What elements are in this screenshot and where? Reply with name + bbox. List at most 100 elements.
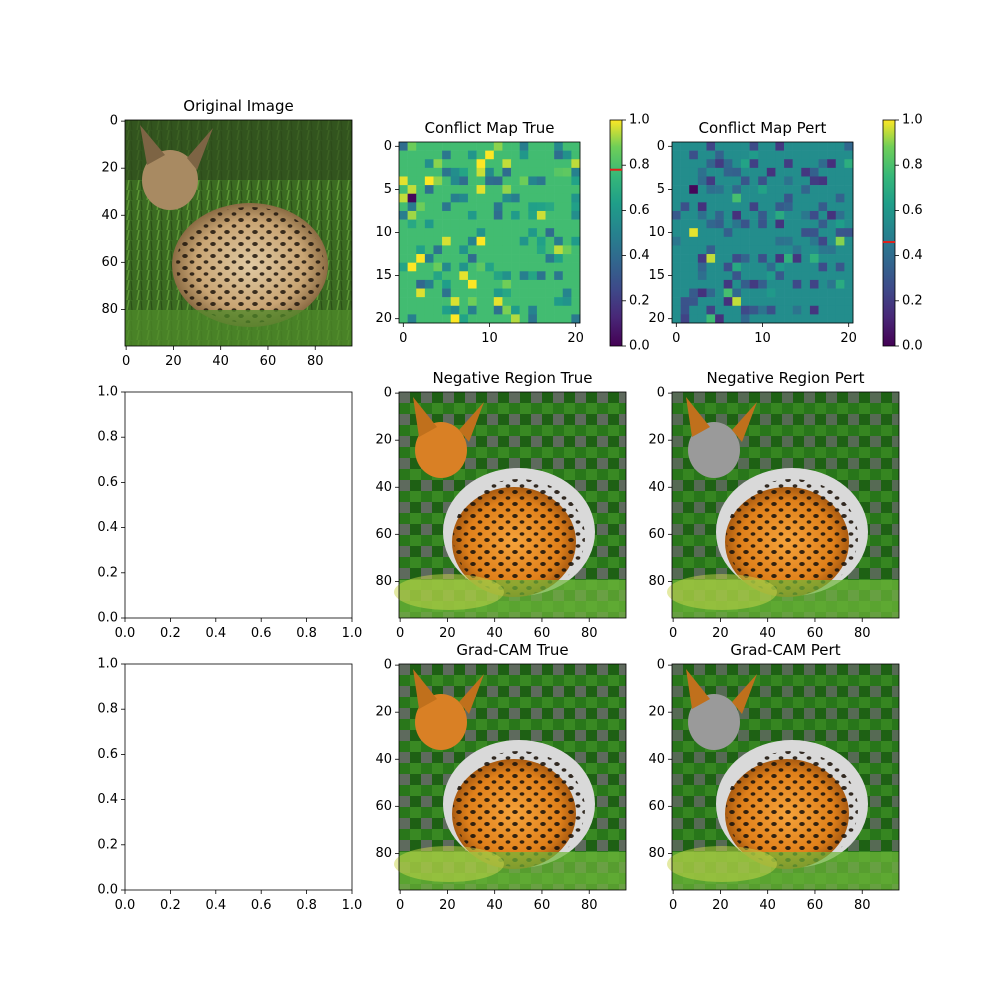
heatmap-cell (732, 245, 742, 255)
heatmap-cell (571, 254, 581, 263)
heatmap-cell (801, 219, 811, 229)
heatmap-cell (818, 150, 828, 160)
heatmap-cell (416, 159, 426, 169)
heatmap-cell (485, 279, 495, 289)
heatmap-cell (502, 254, 512, 263)
heatmap-cell (766, 271, 776, 281)
heatmap-cell (416, 236, 426, 246)
heatmap-cell (467, 202, 477, 212)
panel-empty1: 0.0 0.2 0.4 0.6 0.8 1.0 0.0 0.2 0.4 0.6 0.8 1.0 (97, 385, 362, 642)
heatmap-cell (672, 314, 681, 324)
heatmap-cell (571, 185, 581, 195)
heatmap-cell (528, 142, 538, 151)
heatmap-cell (511, 314, 520, 324)
heatmap-cell (749, 142, 759, 151)
heatmap-cell (844, 159, 854, 169)
heatmap-cell (476, 271, 486, 281)
heatmap-cell (485, 185, 495, 195)
x-tick-label: 80 (581, 626, 598, 641)
heatmap-cell (801, 288, 811, 298)
heatmap-cell (562, 185, 572, 195)
heatmap-cell (433, 185, 443, 195)
heatmap-cell (801, 185, 811, 195)
heatmap-cell (706, 219, 716, 229)
heatmap-cell (758, 185, 768, 195)
heatmap-cell (485, 297, 495, 307)
heatmap-cell (801, 202, 811, 212)
y-tick-label: 80 (101, 302, 118, 317)
heatmap-cell (766, 228, 776, 238)
heatmap-cell (407, 193, 417, 203)
heatmap-cell (844, 185, 854, 195)
heatmap-cell (467, 159, 477, 169)
heatmap-cell (399, 210, 408, 220)
heatmap-cell (706, 236, 716, 246)
heatmap-cell (433, 142, 443, 151)
x-tick-label: 60 (807, 626, 824, 641)
heatmap-cell (450, 254, 460, 263)
heatmap-cell (672, 142, 681, 151)
heatmap-cell (680, 262, 690, 272)
heatmap-cell (775, 193, 785, 203)
heatmap-cell (680, 202, 690, 212)
heatmap-cell (493, 245, 503, 255)
heatmap-cell (399, 219, 408, 229)
heatmap-cell (562, 236, 572, 246)
y-tick-label: 40 (648, 752, 665, 767)
heatmap-cell (784, 305, 793, 315)
heatmap-cell (424, 279, 434, 289)
heatmap-cell (433, 288, 443, 298)
heatmap-cell (809, 279, 819, 289)
heatmap-cell (835, 254, 845, 263)
heatmap-cell (476, 297, 486, 307)
heatmap-cell (562, 245, 572, 255)
heatmap-cell (450, 288, 460, 298)
heatmap-cell (407, 210, 417, 220)
panel-gct: 0 20 40 60 80 0 20 40 60 80 Grad-CAM True (375, 641, 627, 913)
panel-empty2: 0.0 0.2 0.4 0.6 0.8 1.0 0.0 0.2 0.4 0.6 0.8 1.0 (97, 657, 362, 914)
heatmap-cell (689, 193, 699, 203)
y-tick-label: 0.0 (97, 611, 118, 626)
heatmap-cell (407, 159, 417, 169)
heatmap-cell (433, 219, 443, 229)
x-tick-label: 20 (439, 898, 456, 913)
heatmap-cell (416, 314, 426, 324)
panel-orig: 0 20 40 60 80 0 20 40 60 80 Original Image (101, 97, 353, 369)
heatmap-cell (485, 202, 495, 212)
heatmap-cell (680, 150, 690, 160)
heatmap-cell (672, 176, 681, 186)
y-tick-label: 60 (648, 799, 665, 814)
heatmap-cell (571, 167, 581, 177)
heatmap-cell (519, 279, 529, 289)
heatmap-cell (433, 150, 443, 160)
heatmap-cell (723, 245, 733, 255)
heatmap-cell (519, 193, 529, 203)
heatmap-cell (416, 279, 426, 289)
heatmap-cell (809, 210, 819, 220)
image-content (125, 120, 352, 346)
x-tick-label: 60 (534, 898, 551, 913)
heatmap-cell (749, 245, 759, 255)
heatmap-cell (706, 305, 716, 315)
heatmap-cell (528, 185, 538, 195)
heatmap-cell (740, 305, 750, 315)
heatmap-cell (416, 176, 426, 186)
heatmap-cell (706, 142, 716, 151)
heatmap-cell (775, 262, 785, 272)
heatmap-cell (827, 185, 837, 195)
cat-head (415, 694, 467, 750)
heatmap-cell (545, 167, 555, 177)
heatmap-cell (792, 193, 802, 203)
heatmap-cell (442, 176, 452, 186)
x-tick-label: 0 (669, 898, 677, 913)
heatmap-cell (562, 176, 572, 186)
heatmap-cell (749, 219, 759, 229)
heatmap-cell (511, 210, 520, 220)
heatmap-cell (827, 219, 837, 229)
heatmap-cell (476, 228, 486, 238)
heatmap-cell (528, 305, 538, 315)
heatmap-cell (723, 228, 733, 238)
heatmap-cell (835, 193, 845, 203)
heatmap-cell (562, 159, 572, 169)
heatmap-cell (818, 262, 828, 272)
